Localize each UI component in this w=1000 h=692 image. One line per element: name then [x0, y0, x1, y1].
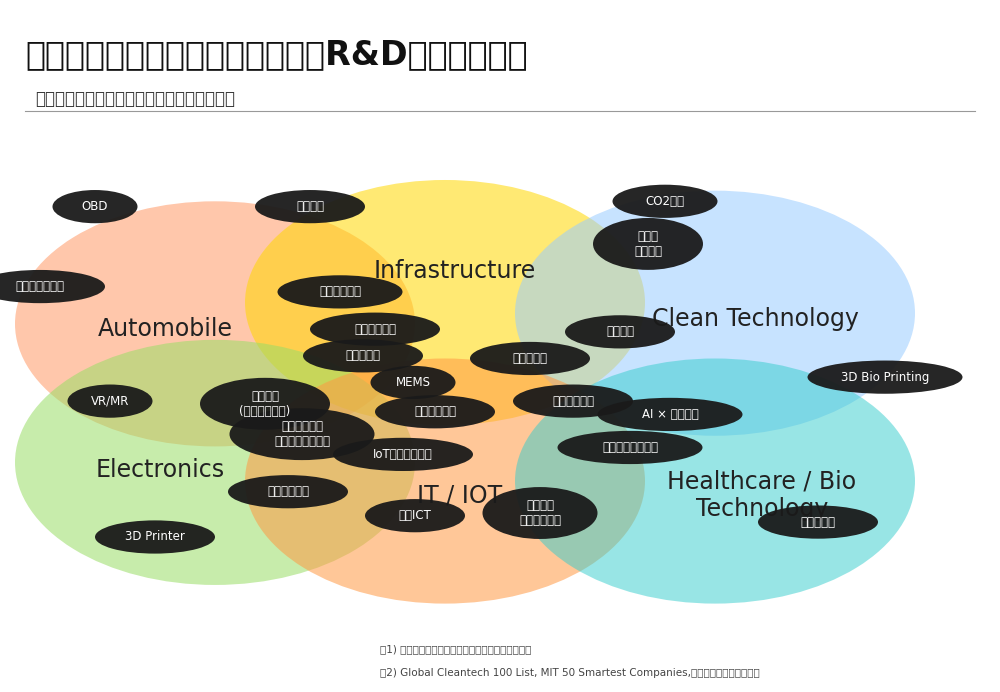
Ellipse shape: [593, 218, 703, 270]
Text: 農業ICT: 農業ICT: [399, 509, 431, 522]
Ellipse shape: [230, 408, 374, 460]
Ellipse shape: [470, 342, 590, 375]
Text: OBD: OBD: [82, 200, 108, 213]
Text: VR/MR: VR/MR: [91, 394, 129, 408]
Text: 次世代
水処理膜: 次世代 水処理膜: [634, 230, 662, 257]
Ellipse shape: [513, 385, 633, 418]
Text: プリンタブル
エレクトロニクス: プリンタブル エレクトロニクス: [274, 421, 330, 448]
Text: 先端素材
(透明導電膜等): 先端素材 (透明導電膜等): [239, 390, 291, 417]
Ellipse shape: [515, 358, 915, 603]
Text: 注1) あくまで事例であり、網羅している訳ではない: 注1) あくまで事例であり、網羅している訳ではない: [380, 644, 531, 654]
Text: 非接触給電: 非接触給電: [512, 352, 548, 365]
Text: Healthcare / Bio
Technology: Healthcare / Bio Technology: [667, 470, 857, 521]
Ellipse shape: [15, 340, 415, 585]
Ellipse shape: [365, 499, 465, 532]
Ellipse shape: [200, 378, 330, 430]
Text: MEMS: MEMS: [396, 376, 430, 389]
Text: 熱電変換: 熱電変換: [606, 325, 634, 338]
Ellipse shape: [515, 191, 915, 436]
Ellipse shape: [15, 201, 415, 446]
Ellipse shape: [228, 475, 348, 509]
Text: IoT家電・センサ: IoT家電・センサ: [373, 448, 433, 461]
Ellipse shape: [370, 366, 456, 399]
Text: 遺伝子治療: 遺伝子治療: [800, 516, 836, 529]
Text: CO2回収: CO2回収: [646, 195, 684, 208]
Ellipse shape: [598, 398, 742, 431]
Text: 3D Printer: 3D Printer: [125, 531, 185, 543]
Ellipse shape: [0, 270, 105, 303]
Text: 注2) Global Cleantech 100 List, MIT 50 Smartest Companies,近年の投資動向より作成: 注2) Global Cleantech 100 List, MIT 50 Sm…: [380, 668, 760, 678]
Text: クラウド
セキュリティ: クラウド セキュリティ: [519, 499, 561, 527]
Ellipse shape: [95, 520, 215, 554]
Text: 次世代エンジン: 次世代エンジン: [16, 280, 64, 293]
Ellipse shape: [758, 505, 878, 538]
Text: AI × 医療診断: AI × 医療診断: [642, 408, 698, 421]
Text: ウェアラブル: ウェアラブル: [267, 485, 309, 498]
Text: 次世代蓄電池: 次世代蓄電池: [354, 322, 396, 336]
Text: 3D Bio Printing: 3D Bio Printing: [841, 371, 929, 383]
Ellipse shape: [245, 180, 645, 425]
Ellipse shape: [303, 339, 423, 372]
Text: Clean Technology: Clean Technology: [652, 307, 858, 331]
Ellipse shape: [808, 361, 962, 394]
Ellipse shape: [482, 487, 598, 539]
Text: パワー半導体: パワー半導体: [319, 285, 361, 298]
Text: 交通センサ: 交通センサ: [346, 349, 380, 363]
Ellipse shape: [278, 275, 402, 309]
Text: 業界の境界領域の拡大により独自R&Dでは対応困難: 業界の境界領域の拡大により独自R&Dでは対応困難: [25, 38, 528, 71]
Ellipse shape: [68, 385, 152, 418]
Text: 配車サービス: 配車サービス: [414, 406, 456, 418]
Ellipse shape: [310, 313, 440, 346]
Text: 米国ベンチャー企業が手がける産業分野の例: 米国ベンチャー企業が手がける産業分野の例: [35, 90, 235, 108]
Text: ロボティクス: ロボティクス: [552, 394, 594, 408]
Ellipse shape: [333, 438, 473, 471]
Ellipse shape: [375, 395, 495, 428]
Ellipse shape: [612, 185, 718, 218]
Ellipse shape: [558, 431, 702, 464]
Ellipse shape: [52, 190, 138, 224]
Text: 遺伝子分析キット: 遺伝子分析キット: [602, 441, 658, 454]
Ellipse shape: [565, 316, 675, 349]
Text: Infrastructure: Infrastructure: [374, 259, 536, 282]
Text: IT / IOT: IT / IOT: [417, 484, 503, 507]
Ellipse shape: [255, 190, 365, 224]
Text: 自動運転: 自動運転: [296, 200, 324, 213]
Text: Electronics: Electronics: [95, 458, 225, 482]
Ellipse shape: [245, 358, 645, 603]
Text: Automobile: Automobile: [98, 317, 232, 341]
